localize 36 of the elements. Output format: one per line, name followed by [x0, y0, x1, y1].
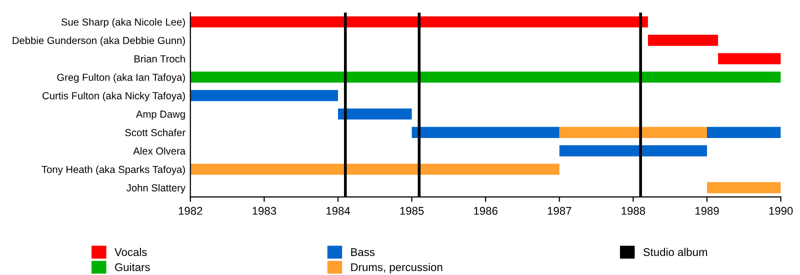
x-tick-label: 1982 — [178, 206, 202, 215]
y-tick-label: Debbie Gunderson (aka Debbie Gunn) — [12, 36, 185, 46]
bar — [338, 108, 412, 120]
x-tick-label: 1985 — [400, 206, 424, 215]
y-tick-label: Tony Heath (aka Sparks Tafoya) — [42, 166, 185, 176]
bar — [412, 126, 560, 138]
x-tick-label: 1990 — [769, 206, 793, 215]
bar — [190, 72, 781, 83]
y-tick-label: John Slattery — [126, 184, 186, 194]
y-tick-label: Amp Dawg — [136, 110, 185, 120]
legend-label: Studio album — [643, 248, 708, 256]
bar — [190, 164, 560, 175]
x-tick-label: 1989 — [695, 206, 719, 215]
y-tick-label: Alex Olvera — [133, 147, 186, 155]
y-tick-label: Scott Schafer — [125, 128, 186, 136]
bar — [190, 16, 648, 28]
bar — [648, 34, 718, 46]
bar — [190, 90, 338, 102]
y-tick-label: Sue Sharp (aka Nicole Lee) — [61, 18, 185, 28]
y-tick-label: Greg Fulton (aka Ian Tafoya) — [57, 73, 185, 83]
legend-label: Guitars — [115, 262, 150, 272]
y-tick-label: Curtis Fulton (aka Nicky Tafoya) — [42, 92, 185, 102]
x-tick-label: 1983 — [252, 206, 276, 215]
bar — [707, 126, 781, 138]
legend-label: Bass — [351, 248, 375, 256]
legend-label: Vocals — [114, 248, 147, 256]
bar — [718, 53, 781, 64]
x-tick-label: 1987 — [548, 206, 572, 215]
x-tick-label: 1986 — [474, 206, 498, 215]
y-tick-label: Brian Troch — [134, 55, 185, 62]
bar — [559, 145, 707, 156]
bar — [707, 182, 781, 194]
x-tick-label: 1984 — [326, 206, 350, 215]
legend-label: Drums, percussion — [351, 262, 442, 274]
x-tick-label: 1988 — [622, 206, 646, 215]
bar — [559, 126, 707, 138]
